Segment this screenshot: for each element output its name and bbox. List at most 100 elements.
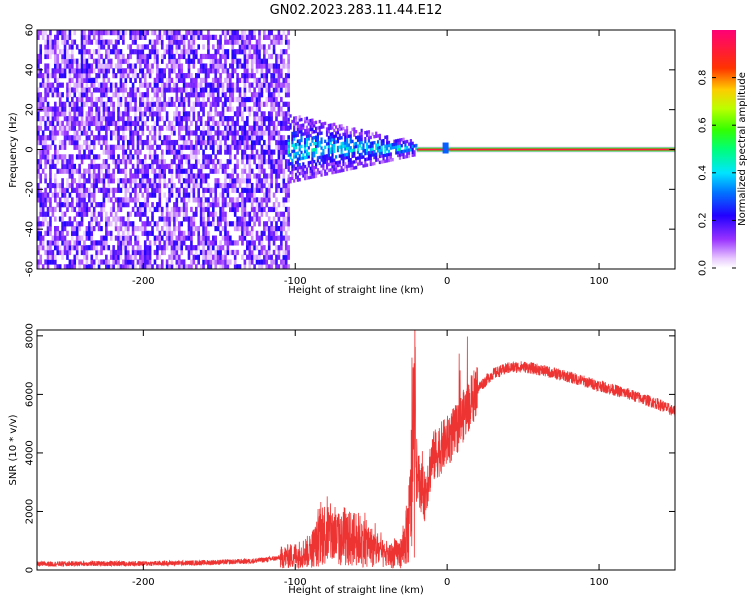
heatmap-cell <box>272 87 276 93</box>
heatmap-cell <box>304 155 307 160</box>
heatmap-cell <box>92 264 96 269</box>
heatmap-cell <box>241 206 244 213</box>
heatmap-cell <box>280 87 283 93</box>
heatmap-cell <box>160 116 164 122</box>
heatmap-cell <box>246 144 249 150</box>
heatmap-cell <box>71 168 74 174</box>
heatmap-cell <box>141 182 145 189</box>
heatmap-cell <box>409 145 412 149</box>
heatmap-cell <box>175 34 179 40</box>
heatmap-cell <box>287 138 290 142</box>
heatmap-cell <box>263 77 266 83</box>
heatmap-cell <box>236 77 239 83</box>
heatmap-cell <box>190 30 193 36</box>
heatmap-cell <box>41 168 45 174</box>
heatmap-cell <box>243 264 247 269</box>
heatmap-cell <box>139 49 142 55</box>
heatmap-cell <box>287 216 290 222</box>
heatmap-cell <box>39 187 43 193</box>
heatmap-cell <box>226 96 230 103</box>
heatmap-cell <box>39 197 43 203</box>
heatmap-cell <box>56 30 60 36</box>
heatmap-cell <box>263 206 266 213</box>
heatmap-cell <box>54 73 57 79</box>
heatmap-cell <box>73 163 77 170</box>
heatmap-cell <box>185 187 188 193</box>
heatmap-cell <box>243 230 247 236</box>
heatmap-cell <box>277 144 281 150</box>
heatmap-cell <box>97 154 101 160</box>
heatmap-cell <box>117 30 120 36</box>
colorbar <box>712 30 736 268</box>
heatmap-cell <box>97 135 101 141</box>
heatmap-cell <box>85 154 89 160</box>
heatmap-cell <box>68 159 72 165</box>
heatmap-cell <box>248 249 252 256</box>
heatmap-cell <box>168 163 171 170</box>
heatmap-cell <box>250 125 254 131</box>
heatmap-cell <box>122 240 125 246</box>
heatmap-cell <box>296 139 299 143</box>
heatmap-cell <box>73 230 77 236</box>
heatmap-cell <box>241 77 244 83</box>
heatmap-cell <box>289 114 292 118</box>
heatmap-cell <box>309 160 312 165</box>
heatmap-cell <box>124 254 128 260</box>
heatmap-cell <box>202 96 205 103</box>
heatmap-cell <box>66 82 69 88</box>
heatmap-cell <box>109 49 113 55</box>
heatmap-cell <box>95 58 98 64</box>
heatmap-cell <box>71 63 74 69</box>
heatmap-cell <box>387 152 391 157</box>
heatmap-cell <box>83 68 86 74</box>
heatmap-cell <box>275 264 278 269</box>
heatmap-cell <box>250 139 254 146</box>
heatmap-cell <box>134 39 137 45</box>
heatmap-cell <box>170 30 174 36</box>
heatmap-cell <box>194 159 198 165</box>
heatmap-cell <box>258 163 261 170</box>
heatmap-cell <box>163 49 166 55</box>
heatmap-cell <box>236 111 239 117</box>
heatmap-cell <box>44 120 47 127</box>
heatmap-cell <box>61 73 64 79</box>
heatmap-cell <box>246 39 249 45</box>
heatmap-cell <box>119 178 123 184</box>
heatmap-cell <box>114 259 118 265</box>
heatmap-cell <box>270 168 273 174</box>
heatmap-cell <box>411 150 414 155</box>
heatmap-cell <box>202 68 205 74</box>
heatmap-cell <box>265 211 269 217</box>
heatmap-cell <box>88 173 91 179</box>
heatmap-cell <box>238 77 242 83</box>
heatmap-cell <box>209 58 213 64</box>
heatmap-cell <box>163 139 166 146</box>
heatmap-cell <box>97 187 101 193</box>
heatmap-cell <box>263 221 266 227</box>
heatmap-cell <box>389 143 392 147</box>
heatmap-cell <box>345 128 349 133</box>
heatmap-cell <box>275 206 278 213</box>
heatmap-cell <box>114 125 118 131</box>
heatmap-cell <box>85 77 89 83</box>
heatmap-cell <box>229 73 232 79</box>
heatmap-cell <box>107 144 111 150</box>
heatmap-cell <box>190 49 193 55</box>
heatmap-cell <box>107 154 111 160</box>
heatmap-cell <box>112 202 115 208</box>
heatmap-cell <box>185 58 188 64</box>
heatmap-cell <box>313 171 316 176</box>
heatmap-cell <box>49 259 52 265</box>
heatmap-cell <box>190 168 193 174</box>
heatmap-cell <box>90 106 94 112</box>
heatmap-cell <box>307 131 310 135</box>
heatmap-cell <box>342 126 345 131</box>
heatmap-cell <box>255 230 259 236</box>
heatmap-cell <box>102 87 106 93</box>
heatmap-cell <box>192 245 196 251</box>
heatmap-cell <box>231 182 235 189</box>
heatmap-cell <box>46 225 50 232</box>
heatmap-cell <box>358 162 361 166</box>
heatmap-cell <box>187 92 191 98</box>
heatmap-cell <box>371 147 374 151</box>
